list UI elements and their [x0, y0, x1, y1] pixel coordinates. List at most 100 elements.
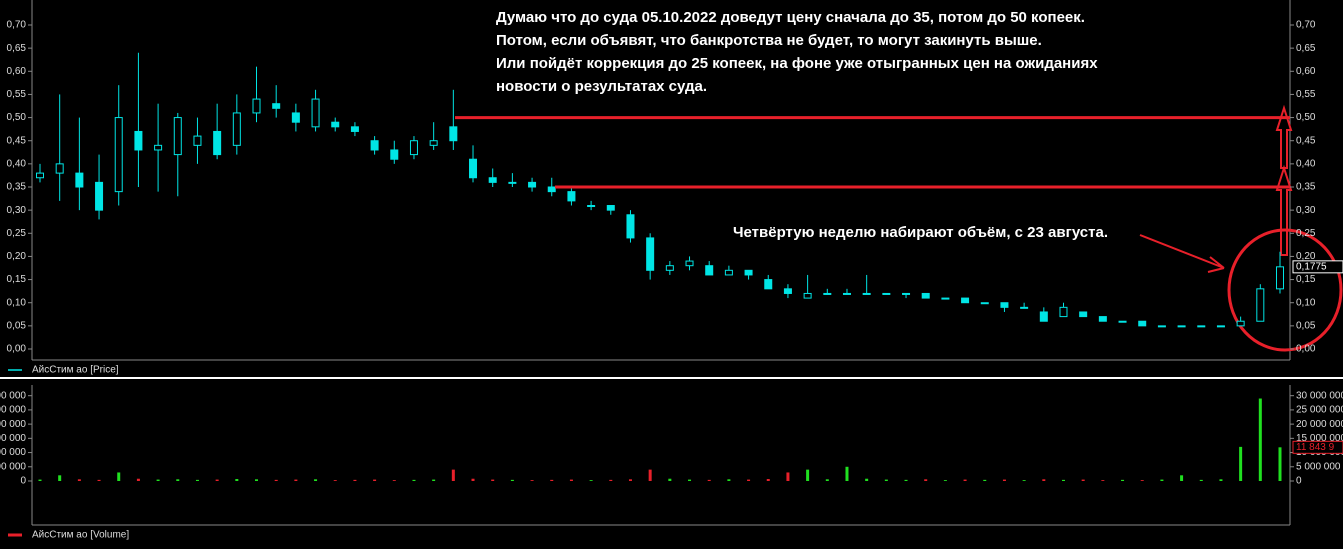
last-value-box [1292, 440, 1343, 454]
volume-bar [1278, 447, 1282, 481]
candle-body [1276, 266, 1284, 290]
y-tick-label: 0,15 [1296, 274, 1316, 285]
y-tick-label: 5 000 000 [1296, 461, 1341, 472]
volume-bar [825, 479, 829, 481]
volume-bar [38, 479, 42, 481]
y-tick-label: 0 [1296, 476, 1302, 487]
candle-body [882, 292, 891, 295]
volume-bar [235, 479, 239, 481]
y-tick-label: 0,10 [1296, 297, 1316, 308]
arrow [1139, 234, 1225, 273]
last-value-label: 0,1775 [1296, 261, 1327, 272]
volume-bar [1219, 479, 1223, 481]
volume-bar [963, 479, 967, 481]
candle-body [1138, 320, 1147, 327]
candle-body [1020, 306, 1029, 309]
volume-bar [1140, 480, 1144, 481]
candle-body [646, 237, 655, 271]
candle-body [980, 302, 989, 305]
candle-body [862, 292, 871, 295]
volume-bar [156, 479, 160, 481]
candle-body [193, 135, 202, 146]
volume-bar [589, 480, 593, 481]
y-tick-label: 0,30 [7, 205, 27, 216]
volume-bar [530, 480, 534, 481]
candle-body [1079, 311, 1088, 318]
volume-bar [432, 479, 436, 481]
volume-bar [471, 478, 475, 481]
candle-body [724, 269, 733, 276]
volume-bar [806, 469, 810, 481]
volume-bar [77, 479, 81, 481]
volume-bar [1101, 480, 1105, 481]
y-tick-label: 0,40 [7, 158, 27, 169]
annotation: Думаю что до суда 05.10.2022 доведут цен… [496, 9, 1085, 26]
volume-bar [1180, 475, 1184, 481]
volume-bar [136, 478, 140, 481]
volume-bar [668, 478, 672, 481]
y-tick-label: 20 000 000 [1296, 419, 1343, 430]
volume-bar [255, 479, 259, 481]
volume-bar [58, 475, 62, 481]
volume-bar [884, 479, 888, 481]
candle-body [1118, 320, 1127, 323]
candle-body [75, 172, 84, 188]
candle-body [390, 149, 399, 160]
volume-bar [904, 479, 908, 481]
volume-bar [747, 479, 751, 481]
annotation: Потом, если объявят, что банкротства не … [496, 32, 1042, 49]
last-value-box [1292, 260, 1343, 274]
last-value-label: 11 843 9 [1296, 442, 1335, 453]
candle-body [1039, 311, 1048, 322]
candle-body [803, 292, 812, 299]
y-tick-label: 0,55 [7, 89, 27, 100]
volume-bar [1022, 480, 1026, 481]
volume-bar [786, 472, 790, 481]
candle-body [685, 260, 694, 267]
candle-body [95, 181, 104, 211]
y-tick-label: 0,70 [7, 20, 27, 31]
candle-body [961, 297, 970, 304]
candle-body [469, 158, 478, 179]
volume-bar [1239, 446, 1243, 481]
y-tick-label: 30 000 000 [1296, 390, 1343, 401]
volume-bar [1081, 479, 1085, 481]
y-tick-label: 5 000 000 [0, 461, 26, 472]
volume-bar [983, 479, 987, 481]
y-tick-label: 0,50 [1296, 112, 1316, 123]
volume-bar [412, 479, 416, 481]
volume-bar [628, 479, 632, 481]
volume-bar [1199, 479, 1203, 481]
candle-body [587, 205, 596, 208]
candle-body [783, 288, 792, 294]
volume-bar [491, 479, 495, 481]
y-tick-label: 0,55 [1296, 89, 1316, 100]
y-tick-label: 10 000 000 [0, 447, 26, 458]
volume-bar [865, 478, 869, 481]
volume-bar [845, 466, 849, 481]
candle-body [665, 265, 674, 271]
volume-bar [117, 472, 121, 481]
y-tick-label: 0,30 [1296, 205, 1316, 216]
y-tick-label: 0,35 [1296, 182, 1316, 193]
candle-body [1157, 325, 1166, 328]
volume-bar [1061, 479, 1065, 481]
y-tick-label: 0,70 [1296, 20, 1316, 31]
y-tick-label: 0,20 [7, 251, 27, 262]
candle-body [252, 98, 261, 114]
y-tick-label: 0,20 [1296, 251, 1316, 262]
volume-bar [1160, 479, 1164, 481]
y-tick-label: 0,60 [7, 66, 27, 77]
volume-bar [451, 469, 455, 481]
volume-bar [648, 469, 652, 481]
volume-bar [943, 480, 947, 481]
candle-body [764, 279, 773, 290]
y-tick-label: 0,45 [1296, 135, 1316, 146]
y-tick-label: 0,05 [7, 320, 27, 331]
y-tick-label: 0,65 [1296, 43, 1316, 54]
y-tick-label: 25 000 000 [0, 405, 26, 416]
candle-body [705, 265, 714, 276]
candle-body [429, 140, 438, 146]
candle-body [842, 292, 851, 295]
candle-body [331, 121, 340, 128]
